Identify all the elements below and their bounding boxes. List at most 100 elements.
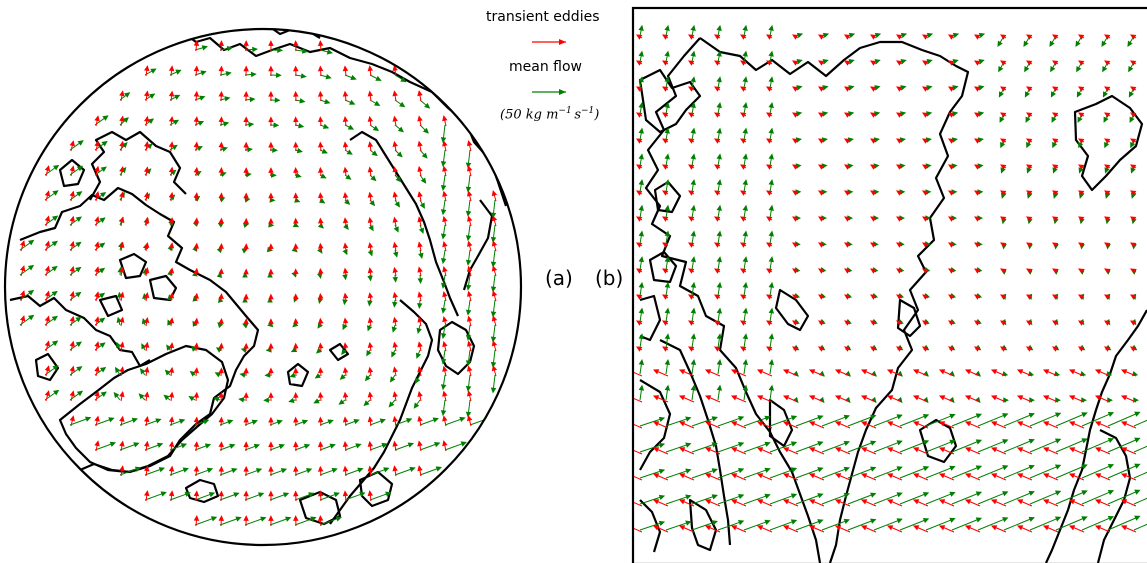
mean-arrow-head: [224, 96, 231, 102]
transient-arrow-head: [317, 116, 324, 123]
transient-arrow-head: [652, 395, 660, 401]
transient-arrow-head: [392, 241, 398, 248]
mean-arrow: [795, 493, 823, 505]
mean-arrow: [1003, 465, 1035, 479]
mean-arrow-head: [226, 45, 233, 52]
mean-arrow-head: [664, 256, 671, 263]
mean-arrow-head: [102, 115, 109, 121]
transient-arrow-head: [704, 395, 712, 401]
transient-arrow-head: [714, 34, 721, 40]
transient-arrow-head: [491, 315, 498, 322]
mean-arrow-head: [391, 351, 397, 358]
mean-arrow-head: [368, 225, 374, 232]
mean-arrow: [1107, 463, 1140, 479]
transient-arrow-head: [740, 242, 747, 248]
mean-arrow-head: [1024, 65, 1030, 73]
mean-arrow-head: [52, 340, 59, 347]
mean-arrow-head: [250, 71, 257, 78]
transient-arrow-head: [94, 266, 100, 273]
mean-arrow-head: [99, 366, 107, 373]
transient-arrow: [633, 475, 643, 481]
transient-arrow-head: [193, 515, 200, 521]
transient-arrow-head: [704, 525, 712, 531]
mean-arrow-head: [690, 204, 696, 211]
transient-arrow-head: [636, 138, 643, 144]
mean-arrow-head: [367, 300, 373, 307]
transient-arrow-head: [922, 320, 929, 326]
mean-arrow-head: [99, 217, 106, 223]
transient-arrow-head: [168, 115, 175, 122]
mean-arrow-head: [389, 376, 396, 383]
transient-arrow-head: [367, 490, 374, 497]
mean-arrow-head: [301, 48, 308, 54]
transient-arrow-head: [922, 112, 929, 118]
mean-arrow: [1003, 517, 1035, 531]
transient-arrow-head: [392, 191, 398, 198]
transient-arrow-head: [367, 440, 374, 447]
mean-arrow-head: [490, 261, 497, 268]
mean-arrow-head: [1023, 40, 1029, 47]
transient-arrow-head: [1078, 86, 1085, 92]
mean-arrow-head: [322, 123, 330, 129]
mean-arrow-head: [381, 442, 388, 449]
mean-arrow-head: [184, 491, 191, 497]
mean-arrow-head: [1050, 91, 1056, 98]
mean-arrow-head: [870, 518, 877, 524]
transient-arrow-head: [808, 473, 816, 479]
mean-arrow-head: [926, 32, 934, 39]
transient-arrow-head: [143, 292, 150, 299]
mean-arrow-head: [264, 372, 271, 378]
mean-arrow-head: [817, 441, 824, 447]
mean-arrow-head: [922, 465, 930, 472]
transient-arrow-head: [342, 65, 349, 72]
mean-arrow: [847, 467, 876, 479]
mean-arrow: [1133, 523, 1147, 531]
mean-arrow-head: [638, 230, 644, 237]
mean-arrow-head: [1002, 413, 1009, 419]
transient-arrow-head: [896, 164, 903, 170]
mean-arrow-head: [109, 441, 117, 447]
mean-arrow-head: [874, 32, 882, 39]
transient-arrow-head: [990, 525, 998, 531]
mean-arrow-head: [738, 467, 745, 474]
mean-arrow-head: [485, 416, 493, 422]
mean-arrow-head: [998, 65, 1004, 73]
transient-arrow-head: [1052, 34, 1059, 40]
mean-arrow-head: [768, 76, 774, 83]
transient-arrow-head: [442, 415, 448, 422]
transient-arrow-head: [342, 490, 349, 497]
mean-arrow-head: [133, 442, 140, 448]
transient-arrow-head: [19, 290, 26, 297]
transient-arrow-head: [317, 465, 324, 472]
transient-arrow-head: [417, 415, 423, 422]
mean-arrow-head: [180, 443, 188, 449]
mean-arrow-head: [768, 281, 775, 288]
transient-arrow-head: [860, 395, 868, 401]
mean-arrow-head: [204, 443, 212, 449]
transient-arrow-head: [442, 340, 448, 348]
mean-arrow-head: [711, 468, 718, 474]
mean-arrow-head: [100, 166, 107, 173]
mean-arrow: [1029, 516, 1061, 531]
mean-arrow-head: [738, 519, 745, 526]
mean-arrow-head: [379, 418, 386, 424]
transient-arrow-head: [293, 243, 299, 249]
transient-arrow-head: [218, 268, 224, 275]
mean-arrow-head: [465, 309, 472, 316]
transient-arrow-head: [714, 138, 721, 144]
mean-arrow-head: [324, 98, 331, 105]
transient-arrow-head: [1078, 60, 1085, 66]
transient-arrow-head: [990, 421, 998, 427]
transient-arrow-head: [730, 395, 738, 401]
transient-arrow-head: [243, 367, 249, 374]
transient-arrow-head: [367, 292, 374, 299]
transient-arrow-head: [1016, 421, 1024, 427]
transient-arrow-head: [756, 525, 764, 531]
transient-arrow-head: [317, 217, 324, 224]
transient-arrow-head: [417, 241, 423, 248]
mean-arrow-head: [1054, 438, 1062, 444]
transient-arrow-head: [870, 268, 877, 274]
transient-arrow-head: [317, 141, 324, 148]
transient-arrow-head: [636, 34, 643, 40]
transient-arrow-head: [119, 115, 125, 122]
